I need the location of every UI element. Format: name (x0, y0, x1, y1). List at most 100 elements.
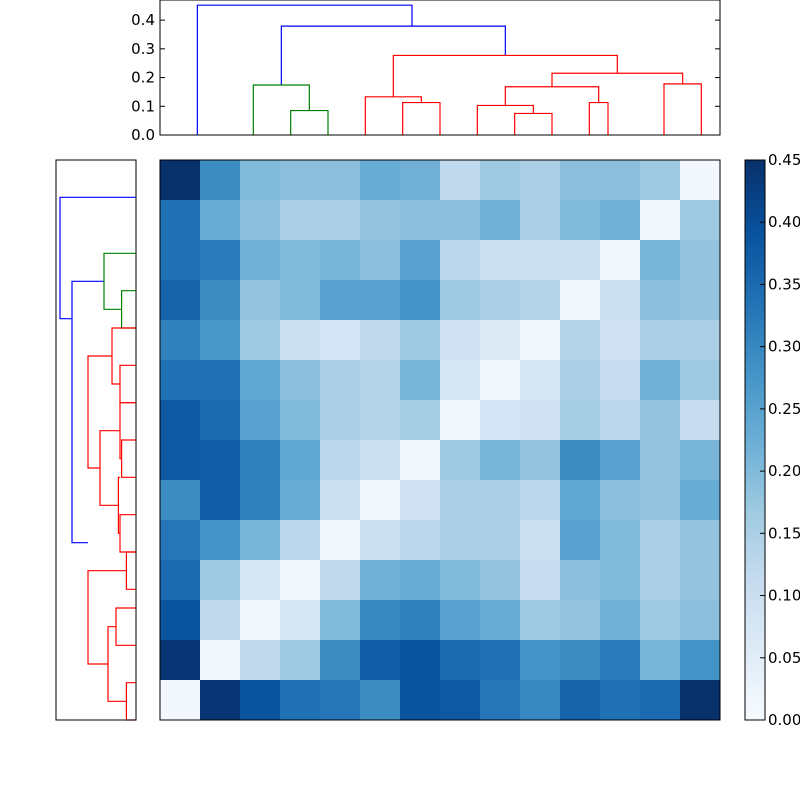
heatmap-cell (600, 520, 641, 561)
heatmap-cell (600, 360, 641, 401)
heatmap-cell (440, 200, 481, 241)
heatmap-cell (640, 440, 681, 481)
left-dendrogram-link (87, 570, 127, 665)
heatmap-cell (480, 560, 521, 601)
heatmap-cell (480, 480, 521, 521)
top-dendrogram-link (252, 84, 310, 135)
heatmap-cell (480, 400, 521, 441)
heatmap-cell (480, 600, 521, 641)
heatmap-cell (480, 640, 521, 681)
heatmap-cell (280, 160, 321, 201)
heatmap-cell (320, 400, 361, 441)
heatmap-cell (360, 600, 401, 641)
heatmap-cell (280, 320, 321, 361)
heatmap-cell (680, 480, 721, 521)
left-dendrogram-link (71, 280, 104, 544)
heatmap-cell (200, 200, 241, 241)
left-dendrogram-link (119, 364, 136, 404)
heatmap-cell (400, 280, 441, 321)
heatmap-cell (400, 480, 441, 521)
heatmap-cell (240, 560, 281, 601)
left-dendrogram-link (115, 607, 136, 646)
heatmap-cell (640, 200, 681, 241)
heatmap-cell (440, 600, 481, 641)
left-dendrogram-link (125, 551, 136, 590)
heatmap-cell (400, 320, 441, 361)
heatmap-cell (520, 440, 561, 481)
heatmap-cell (240, 160, 281, 201)
top-dendrogram-tick-label: 0.1 (131, 97, 155, 115)
heatmap-cell (680, 280, 721, 321)
heatmap-cell (240, 600, 281, 641)
heatmap-cell (680, 360, 721, 401)
heatmap-cell (520, 360, 561, 401)
colorbar: 0.00 0.05 0.10 0.15 0.20 0.25 0.30 0.35 0.40 0.45 (744, 151, 800, 729)
heatmap-cell (640, 400, 681, 441)
heatmap-cell (160, 200, 201, 241)
heatmap-cell (440, 400, 481, 441)
heatmap-cell (520, 480, 561, 521)
heatmap-cell (680, 160, 721, 201)
heatmap-cell (560, 240, 601, 281)
heatmap-cell (360, 320, 401, 361)
heatmap-cell (280, 600, 321, 641)
heatmap-cell (240, 200, 281, 241)
top-dendrogram-links (196, 4, 702, 135)
top-dendrogram-tick-label: 0.4 (131, 11, 155, 29)
heatmap-cell (280, 200, 321, 241)
heatmap-cell (320, 600, 361, 641)
heatmap-cell (560, 200, 601, 241)
heatmap-cell (680, 680, 721, 721)
heatmap-cell (160, 360, 201, 401)
heatmap-cell (640, 520, 681, 561)
heatmap-cell (520, 640, 561, 681)
heatmap (159, 159, 721, 721)
colorbar-tick-label: 0.00 (768, 711, 800, 729)
heatmap-cell (680, 600, 721, 641)
heatmap-cell (280, 640, 321, 681)
heatmap-cell (320, 640, 361, 681)
heatmap-cell (520, 400, 561, 441)
heatmap-cell (160, 240, 201, 281)
heatmap-cell (560, 440, 601, 481)
heatmap-cell (600, 200, 641, 241)
heatmap-cell (640, 480, 681, 521)
heatmap-cell (240, 280, 281, 321)
heatmap-cell (440, 680, 481, 721)
heatmap-cell (200, 240, 241, 281)
heatmap-cell (280, 440, 321, 481)
left-dendrogram-link (120, 439, 136, 478)
heatmap-cell (480, 440, 521, 481)
heatmap-cell (400, 520, 441, 561)
heatmap-cell (160, 520, 201, 561)
heatmap-cell (280, 240, 321, 281)
heatmap-cell (480, 240, 521, 281)
heatmap-cell (640, 360, 681, 401)
heatmap-cell (320, 160, 361, 201)
heatmap-cell (320, 200, 361, 241)
heatmap-cell (680, 440, 721, 481)
top-dendrogram-link (514, 112, 553, 135)
heatmap-cell (600, 320, 641, 361)
heatmap-cell (600, 280, 641, 321)
heatmap-cell (360, 560, 401, 601)
heatmap-cell (160, 480, 201, 521)
heatmap-cell (320, 520, 361, 561)
left-dendrogram-link (125, 682, 136, 721)
heatmap-cell (200, 400, 241, 441)
heatmap-cell (400, 240, 441, 281)
left-dendrogram-link (59, 196, 136, 320)
colorbar-frame (744, 159, 766, 721)
heatmap-cell (560, 280, 601, 321)
heatmap-cell (400, 640, 441, 681)
heatmap-cell (320, 440, 361, 481)
heatmap-cell (680, 400, 721, 441)
heatmap-cell (360, 200, 401, 241)
heatmap-cell (480, 360, 521, 401)
heatmap-cell (160, 160, 201, 201)
heatmap-cell (160, 680, 201, 721)
top-dendrogram-link (588, 101, 609, 135)
colorbar-tick-label: 0.40 (768, 213, 800, 231)
top-dendrogram-link (504, 86, 600, 106)
heatmap-cell (360, 640, 401, 681)
